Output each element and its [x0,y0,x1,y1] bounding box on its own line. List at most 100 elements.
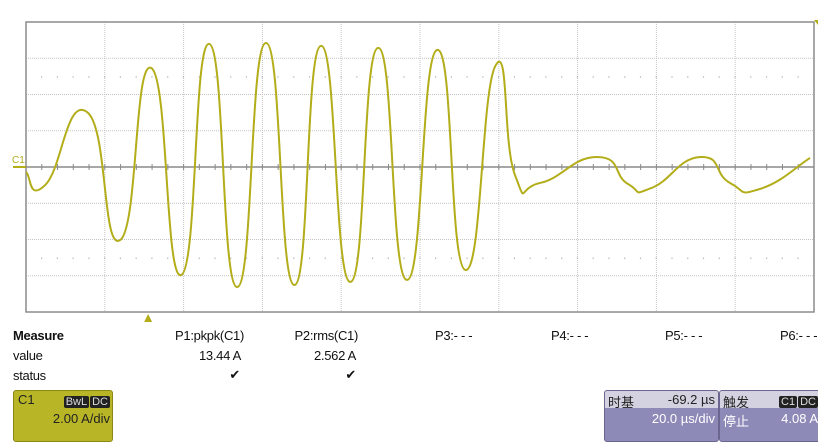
grid-dot [639,257,642,259]
grid-dot [482,257,484,259]
grid-dot [324,257,326,259]
grid-dot [781,257,783,259]
grid-dot [182,76,185,78]
vertical-scale: 2.00 A/div [52,411,110,426]
grid-dot [245,76,248,78]
grid-dot [608,257,610,259]
grid-dot [482,76,484,78]
measure-header: Measure [13,328,64,343]
grid-dot [387,76,389,78]
grid-dot [308,257,311,259]
grid-dot [198,257,200,259]
measure-status-label: status [13,368,46,383]
grid-dot [687,76,689,78]
grid-dot [214,76,216,78]
grid-dot [41,257,43,259]
grid-dot [245,257,248,259]
grid-dot [561,76,563,78]
measure-p2-label[interactable]: P2:rms(C1) [294,328,359,343]
grid-dot [734,257,736,259]
grid-dot [529,257,531,259]
bandwidth-limit-badge: BwL [63,396,90,408]
measure-value-label: value [13,348,43,363]
measure-p3-label[interactable]: P3:- - - [435,328,473,343]
grid-dot [718,76,720,78]
grid-dot [88,257,90,259]
grid-dot [419,76,421,78]
grid-dot [624,76,626,78]
channel-name: C1 [18,392,35,407]
grid-dot [293,76,295,78]
grid-dot [88,76,90,78]
measure-p6-label[interactable]: P6:- - - [780,328,818,343]
grid-dot [655,257,657,259]
timebase-descriptor[interactable]: 时基 -69.2 µs 20.0 µs/div [604,390,719,442]
grid-dot [324,76,326,78]
grid-dot [72,257,74,259]
grid-dot [750,76,752,78]
grid-dot [340,257,342,259]
waveform-trace-c1 [25,42,811,288]
channel-marker-label: C1 [12,155,25,166]
grid-dot [498,257,500,259]
timebase-scale: 20.0 µs/div [651,411,715,426]
grid-dot [277,257,279,259]
grid-dot [639,76,642,78]
grid-dot [230,257,232,259]
grid-dot [702,257,705,259]
measure-p4-label[interactable]: P4:- - - [551,328,589,343]
channel-c1-descriptor[interactable]: C1 BwL DC 2.00 A/div [13,390,113,442]
trigger-level: 4.08 A [781,411,818,426]
grid-dot [293,257,295,259]
grid-dot [498,76,500,78]
grid-dot [671,257,673,259]
grid-dot [72,76,74,78]
grid-dot [435,257,437,259]
grid-dot [513,76,515,78]
grid-dot [151,76,153,78]
grid-dot [450,257,452,259]
grid-dot [230,76,232,78]
grid-dot [56,76,58,78]
grid-dot [403,257,405,259]
grid-dot [41,76,43,78]
grid-dot [765,257,768,259]
grid-dot [687,257,689,259]
grid-dot [371,257,374,259]
trigger-descriptor[interactable]: 触发 C1 DC 停止 4.08 A [719,390,818,442]
grid-dot [671,76,673,78]
grid-dot [797,257,799,259]
grid-dot [403,76,405,78]
waveform-display: C1 [12,20,818,322]
trigger-label: 触发 [723,395,750,410]
grid-dot [167,76,169,78]
grid-dot [750,257,752,259]
grid-dot [466,76,468,78]
grid-dot [308,76,311,78]
grid-dot [718,257,720,259]
grid-dot [340,76,342,78]
measure-p2-value: 2.562 A [314,348,356,363]
grid-dot [261,257,263,259]
grid-dot [765,76,768,78]
grid-dot [104,76,106,78]
grid-dot [371,76,374,78]
grid-dot [356,76,358,78]
grid-dot [104,257,106,259]
grid-dot [608,76,610,78]
grid-dot [261,76,263,78]
grid-dot [702,76,705,78]
grid-dot [734,76,736,78]
grid-dot [198,76,200,78]
grid-dot [135,257,137,259]
grid-dot [655,76,657,78]
grid-dot [513,257,515,259]
measure-p1-status: ✔ [229,367,240,382]
measure-p5-label[interactable]: P5:- - - [665,328,703,343]
measure-p2-status: ✔ [345,367,356,382]
grid-dot [797,76,799,78]
measure-p1-label[interactable]: P1:pkpk(C1) [175,328,244,343]
grid-dot [592,76,594,78]
grid-dot [592,257,594,259]
grid-dot [135,76,137,78]
